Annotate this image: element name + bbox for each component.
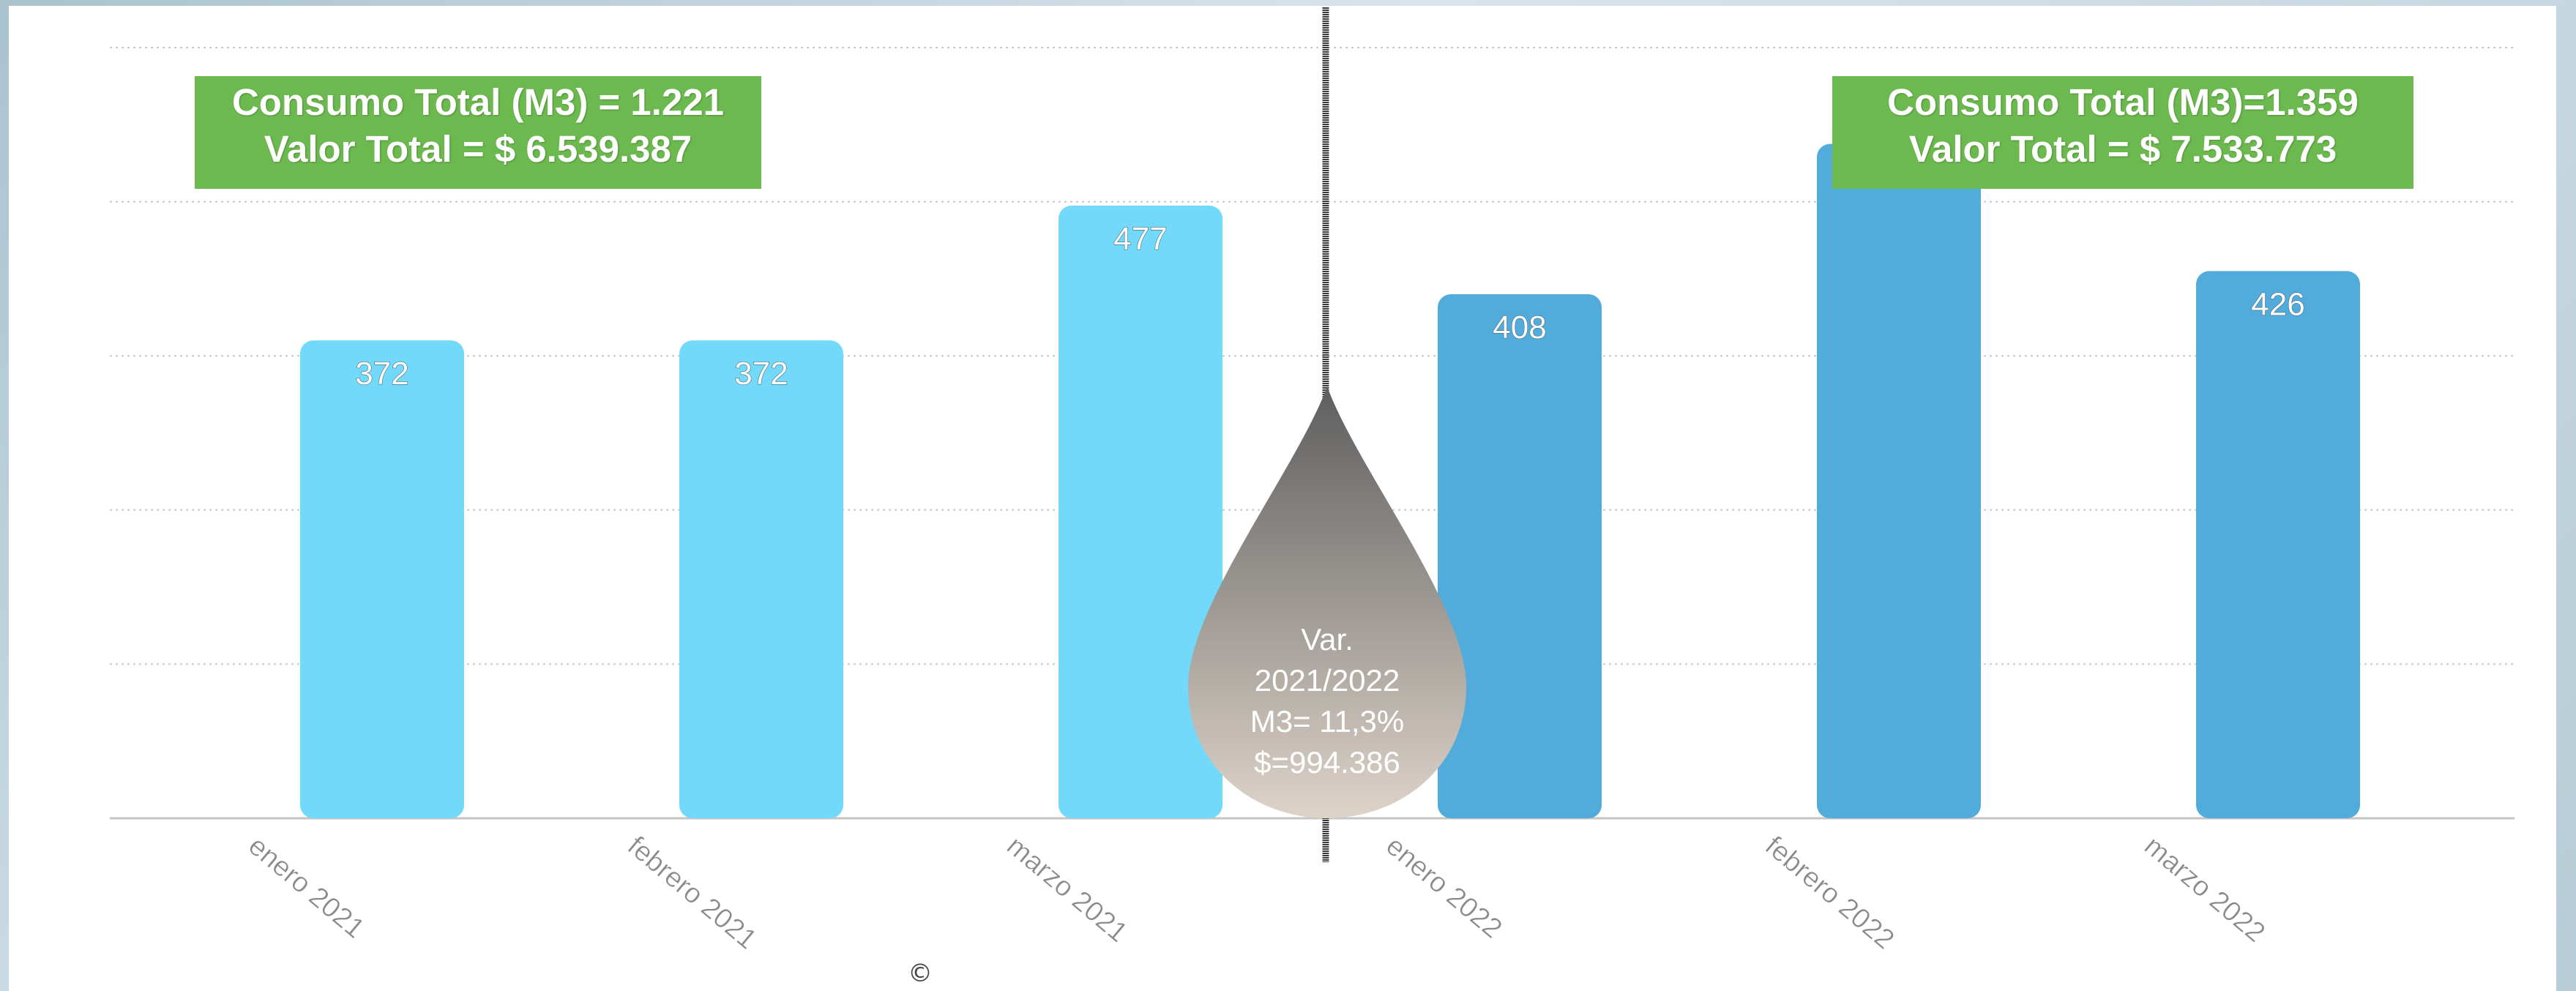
bars-group: 372372477408525426 — [300, 143, 2360, 819]
variation-text-line: 2021/2022 — [1255, 663, 1400, 698]
x-tick-label: febrero 2021 — [621, 831, 762, 956]
bar — [1438, 293, 1602, 819]
bar — [300, 340, 464, 818]
summary-box-2022: Consumo Total (M3)=1.359 Valor Total = $… — [1832, 76, 2413, 189]
summary-box-2021: Consumo Total (M3) = 1.221 Valor Total =… — [195, 76, 761, 189]
bar-data-label: 372 — [355, 356, 408, 392]
bar-data-label: 477 — [1113, 221, 1167, 257]
bar — [679, 340, 843, 818]
x-tick-label: enero 2021 — [242, 831, 370, 945]
x-tick-label: marzo 2021 — [1001, 831, 1133, 949]
summary-2022-value: Valor Total = $ 7.533.773 — [1908, 128, 2337, 170]
bar — [1817, 143, 1981, 818]
x-tick-label: marzo 2022 — [2138, 831, 2271, 949]
summary-2022-consumption: Consumo Total (M3)=1.359 — [1887, 81, 2359, 123]
summary-2021-value: Valor Total = $ 6.539.387 — [264, 128, 692, 170]
variation-text-line: M3= 11,3% — [1250, 704, 1405, 738]
bar — [2196, 271, 2360, 818]
bar-data-label: 426 — [2251, 286, 2304, 322]
bar — [1059, 205, 1222, 818]
variation-text-line: $=994.386 — [1254, 745, 1400, 779]
bar-data-label: 372 — [734, 356, 788, 392]
x-tick-label: enero 2022 — [1380, 831, 1507, 945]
bar-data-label: 408 — [1493, 310, 1546, 345]
summary-2021-consumption: Consumo Total (M3) = 1.221 — [231, 81, 725, 123]
x-tick-label: febrero 2022 — [1759, 831, 1900, 956]
variation-text-line: Var. — [1301, 622, 1354, 657]
copyright-icon: © — [908, 959, 933, 988]
drop-shape — [1188, 386, 1466, 818]
variation-drop: Var. 2021/2022 M3= 11,3% $=994.386 — [1188, 386, 1466, 818]
x-tick-labels: enero 2021 febrero 2021 marzo 2021 enero 20… — [242, 830, 2271, 956]
